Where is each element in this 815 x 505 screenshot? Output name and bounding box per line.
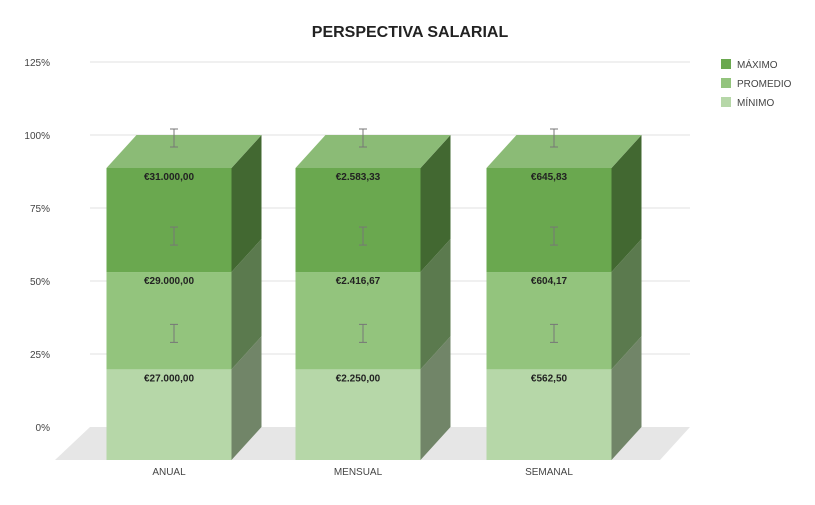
bar-side-máximo-mensual xyxy=(420,135,451,273)
data-label: €2.250,00 xyxy=(336,373,381,384)
error-bar xyxy=(170,128,178,148)
error-bar xyxy=(550,128,558,148)
data-label: €27.000,00 xyxy=(144,373,194,384)
bar-promedio-mensual xyxy=(295,272,421,370)
legend-item: PROMEDIO xyxy=(721,78,792,90)
y-tick-label: 75% xyxy=(30,204,50,215)
x-axis: ANUAL MENSUAL SEMANAL xyxy=(152,467,573,478)
chart-legend: MÁXIMO PROMEDIO MÍNIMO xyxy=(721,58,792,109)
data-label: €604,17 xyxy=(531,276,568,287)
legend-swatch xyxy=(721,97,731,107)
bar-mínimo-anual xyxy=(106,369,232,460)
y-tick-label: 0% xyxy=(36,423,51,434)
error-bar xyxy=(359,323,367,343)
legend-item: MÍNIMO xyxy=(721,96,774,109)
error-bar xyxy=(550,226,558,246)
bar-mínimo-mensual xyxy=(295,369,421,460)
error-bar xyxy=(359,128,367,148)
bar-side-máximo-semanal xyxy=(611,135,642,273)
bar-top-semanal xyxy=(486,135,642,168)
x-tick-label: ANUAL xyxy=(152,467,186,478)
bar-stack-mensual xyxy=(295,135,451,460)
bar-side-mínimo-mensual xyxy=(420,336,451,460)
bar-side-promedio-mensual xyxy=(420,239,451,370)
legend-label: MÁXIMO xyxy=(737,58,778,71)
bar-side-promedio-semanal xyxy=(611,239,642,370)
y-tick-label: 25% xyxy=(30,350,50,361)
error-bar xyxy=(170,226,178,246)
legend-swatch xyxy=(721,59,731,69)
error-bar xyxy=(359,226,367,246)
legend-label: PROMEDIO xyxy=(737,79,792,90)
bar-side-máximo-anual xyxy=(231,135,262,273)
bar-máximo-mensual xyxy=(295,168,421,273)
data-label: €645,83 xyxy=(531,172,568,183)
y-tick-label: 125% xyxy=(24,58,50,69)
bar-máximo-anual xyxy=(106,168,232,273)
chart-title: PERSPECTIVA SALARIAL xyxy=(312,24,509,41)
bar-side-promedio-anual xyxy=(231,239,262,370)
bar-top-mensual xyxy=(295,135,451,168)
legend-item: MÁXIMO xyxy=(721,58,778,71)
bar-stack-anual xyxy=(106,135,262,460)
bar-stack-semanal xyxy=(486,135,642,460)
error-bar xyxy=(550,323,558,343)
y-tick-label: 50% xyxy=(30,277,50,288)
data-label: €2.416,67 xyxy=(336,276,381,287)
bar-máximo-semanal xyxy=(486,168,612,273)
bar-top-anual xyxy=(106,135,262,168)
data-label: €31.000,00 xyxy=(144,172,194,183)
error-bar xyxy=(170,323,178,343)
bar-side-mínimo-semanal xyxy=(611,336,642,460)
y-axis: 0% 25% 50% 75% 100% 125% xyxy=(24,58,50,434)
bar-promedio-semanal xyxy=(486,272,612,370)
x-tick-label: SEMANAL xyxy=(525,467,573,478)
legend-label: MÍNIMO xyxy=(737,96,774,109)
bar-side-mínimo-anual xyxy=(231,336,262,460)
labels-layer: €27.000,00 €29.000,00 €31.000,00 €2.250,00 €… xyxy=(144,128,568,384)
x-tick-label: MENSUAL xyxy=(334,467,383,478)
bar-promedio-anual xyxy=(106,272,232,370)
data-label: €29.000,00 xyxy=(144,276,194,287)
data-label: €2.583,33 xyxy=(336,172,381,183)
bar-mínimo-semanal xyxy=(486,369,612,460)
data-label: €562,50 xyxy=(531,373,568,384)
bars-layer xyxy=(106,135,642,460)
y-tick-label: 100% xyxy=(24,131,50,142)
legend-swatch xyxy=(721,78,731,88)
